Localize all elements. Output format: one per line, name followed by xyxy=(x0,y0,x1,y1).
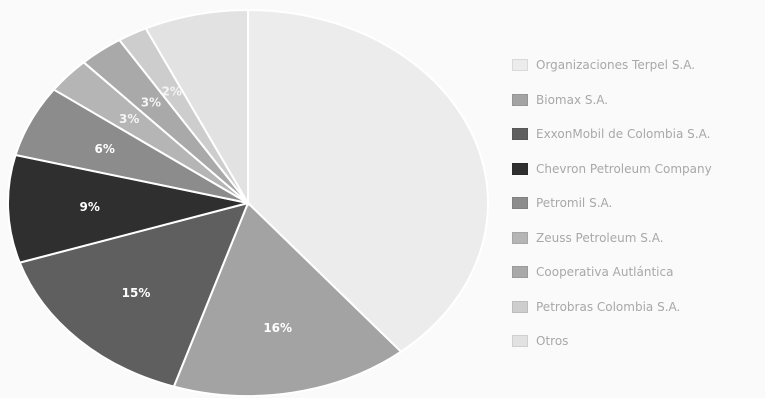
legend-label: Organizaciones Terpel S.A. xyxy=(536,58,696,73)
legend-swatch xyxy=(512,335,528,348)
legend-swatch xyxy=(512,197,528,210)
legend-item: Petromil S.A. xyxy=(512,186,757,221)
chart-legend: Organizaciones Terpel S.A. Biomax S.A. Exx… xyxy=(512,48,757,359)
legend-label: Petromil S.A. xyxy=(536,196,613,211)
legend-swatch xyxy=(512,231,528,244)
legend-swatch xyxy=(512,128,528,141)
legend-swatch xyxy=(512,266,528,279)
legend-item: Otros xyxy=(512,324,757,359)
legend-item: ExxonMobil de Colombia S.A. xyxy=(512,117,757,152)
legend-item: Chevron Petroleum Company xyxy=(512,152,757,187)
pie-slice xyxy=(247,8,489,353)
slice-data-label: 3% xyxy=(141,95,161,109)
pie-slice xyxy=(18,201,250,388)
legend-item: Cooperativa Autlántica xyxy=(512,255,757,290)
legend-swatch xyxy=(512,93,528,106)
legend-item: Biomax S.A. xyxy=(512,83,757,118)
slice-data-label: 3% xyxy=(119,112,139,126)
legend-swatch xyxy=(512,59,528,72)
legend-swatch xyxy=(512,300,528,313)
legend-label: ExxonMobil de Colombia S.A. xyxy=(536,127,711,142)
pie-slice xyxy=(172,201,403,397)
legend-item: Petrobras Colombia S.A. xyxy=(512,290,757,325)
slice-data-label: 9% xyxy=(80,200,100,214)
pie-slice xyxy=(7,153,249,264)
pie-slice xyxy=(144,8,249,207)
legend-item: Zeuss Petroleum S.A. xyxy=(512,221,757,256)
slice-data-label: 6% xyxy=(95,142,115,156)
legend-label: Cooperativa Autlántica xyxy=(536,265,674,280)
slice-data-label: 15% xyxy=(122,286,151,300)
slice-data-label: 2% xyxy=(162,84,182,98)
slice-data-label: 16% xyxy=(263,321,292,335)
legend-label: Otros xyxy=(536,334,569,349)
legend-label: Biomax S.A. xyxy=(536,92,609,107)
legend-label: Chevron Petroleum Company xyxy=(536,161,712,176)
legend-item: Organizaciones Terpel S.A. xyxy=(512,48,757,83)
legend-label: Zeuss Petroleum S.A. xyxy=(536,230,664,245)
legend-label: Petrobras Colombia S.A. xyxy=(536,299,681,314)
legend-swatch xyxy=(512,162,528,175)
